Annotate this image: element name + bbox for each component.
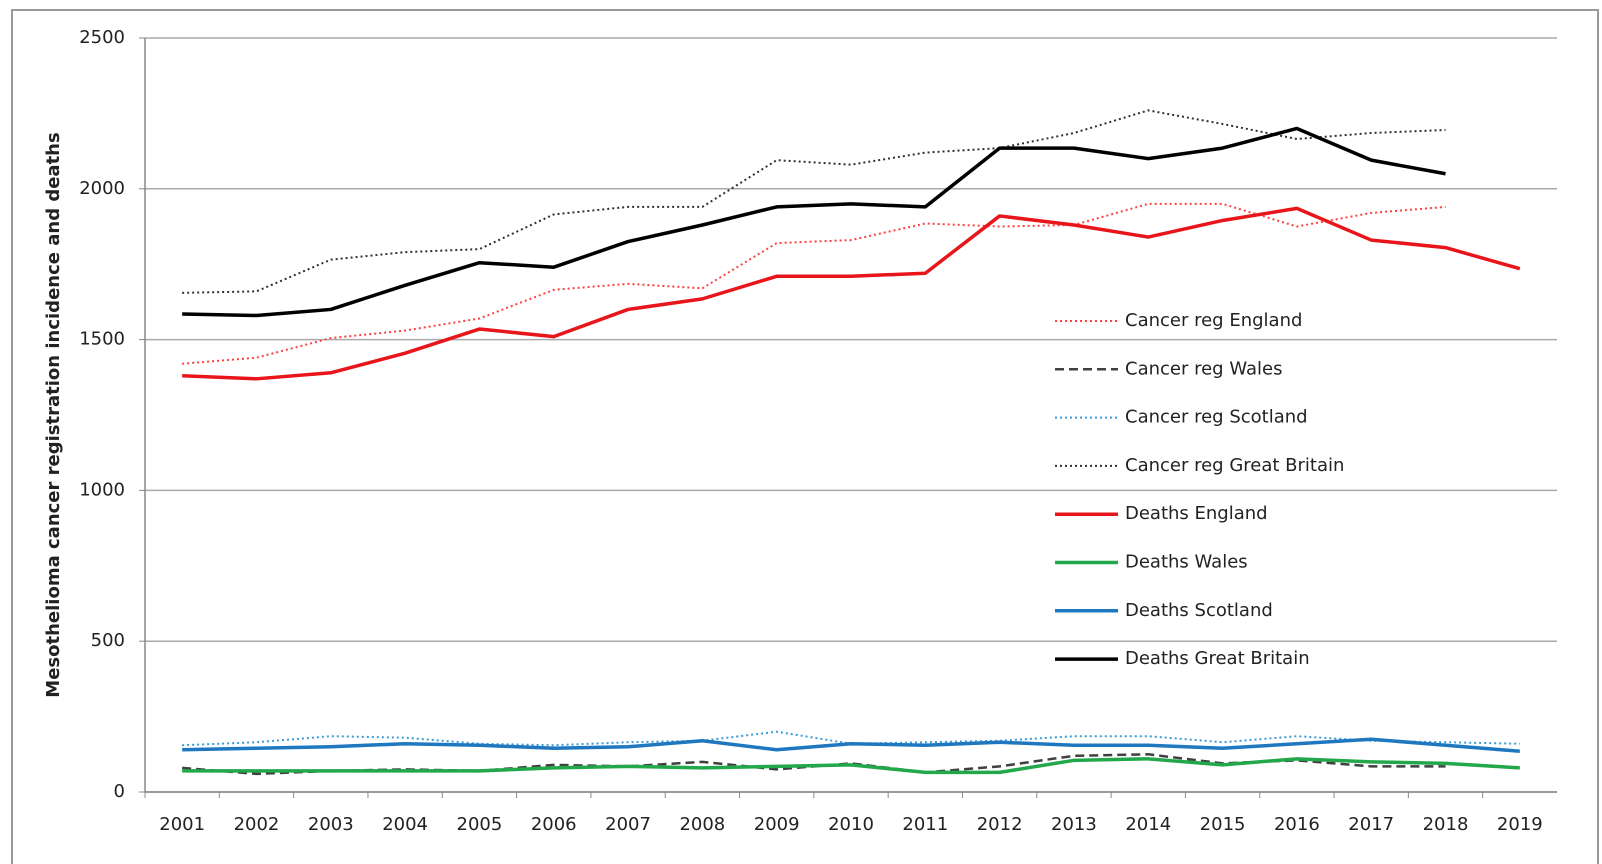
x-tick-label: 2015 [1200, 814, 1246, 835]
x-tick-label: 2011 [902, 814, 948, 835]
legend-label: Cancer reg England [1125, 310, 1302, 331]
y-tick-label: 2500 [79, 27, 125, 48]
x-tick-label: 2006 [531, 814, 577, 835]
legend-label: Deaths Scotland [1125, 600, 1273, 621]
legend-label: Cancer reg Scotland [1125, 407, 1308, 428]
legend-label: Deaths England [1125, 503, 1268, 524]
x-tick-label: 2014 [1125, 814, 1171, 835]
x-tick-label: 2013 [1051, 814, 1097, 835]
y-tick-label: 500 [91, 630, 125, 651]
series-line [182, 206, 1521, 381]
x-tick-label: 2019 [1497, 814, 1543, 835]
legend-label: Cancer reg Great Britain [1125, 455, 1344, 476]
y-tick-label: 1000 [79, 479, 125, 500]
x-tick-label: 2007 [605, 814, 651, 835]
x-tick-label: 2003 [308, 814, 354, 835]
series-line [182, 202, 1446, 365]
x-tick-label: 2010 [828, 814, 874, 835]
x-tick-label: 2012 [977, 814, 1023, 835]
series-line [182, 737, 1520, 754]
x-tick-label: 2004 [382, 814, 428, 835]
chart-border [11, 9, 1599, 864]
legend-label: Cancer reg Wales [1125, 358, 1282, 379]
x-tick-label: 2018 [1423, 814, 1469, 835]
x-tick-label: 2009 [754, 814, 800, 835]
y-tick-label: 1500 [79, 329, 125, 350]
series-line [182, 109, 1446, 294]
legend-label: Deaths Great Britain [1125, 648, 1310, 669]
y-tick-label: 0 [114, 781, 125, 802]
x-tick-label: 2001 [159, 814, 205, 835]
series-line [182, 757, 1520, 775]
x-tick-label: 2005 [457, 814, 503, 835]
series-line [182, 126, 1446, 318]
x-tick-label: 2016 [1274, 814, 1320, 835]
x-tick-label: 2008 [679, 814, 725, 835]
x-tick-label: 2017 [1348, 814, 1394, 835]
x-tick-label: 2002 [234, 814, 280, 835]
y-tick-label: 2000 [79, 178, 125, 199]
y-axis-label: Mesothelioma cancer registration inciden… [43, 132, 64, 697]
legend-label: Deaths Wales [1125, 552, 1248, 573]
